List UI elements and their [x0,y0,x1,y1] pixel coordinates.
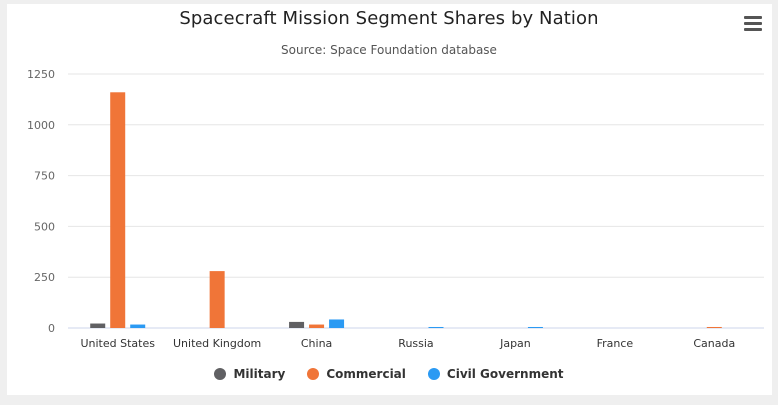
legend-marker [307,368,320,380]
bar-commercial [209,271,225,328]
bar-commercial [110,92,126,329]
chart-title: Spacecraft Mission Segment Shares by Nat… [179,8,599,29]
legend-marker [427,368,440,380]
y-tick-label: 750 [34,170,55,183]
legend-marker [214,368,227,380]
bar-military [289,321,305,328]
chart-legend: Military Commercial Civil Government [0,367,778,381]
bar-civil-government [329,319,345,328]
bar-military [90,323,106,328]
chart-frame [7,4,772,395]
legend-label: Military [233,367,286,381]
x-tick-label: Canada [693,337,735,350]
hamburger-menu-icon[interactable] [744,16,762,32]
legend-label: Civil Government [446,367,564,381]
x-tick-label: United Kingdom [173,337,261,350]
y-tick-label: 0 [48,322,55,335]
x-tick-label: France [597,337,634,350]
chart-subtitle: Source: Space Foundation database [281,43,497,57]
y-tick-label: 250 [34,271,55,284]
bar-commercial [309,324,325,328]
x-tick-label: United States [80,337,155,350]
legend-item-military[interactable]: Military [214,367,285,381]
bar-civil-government [428,326,444,328]
legend-item-commercial[interactable]: Commercial [307,367,406,381]
y-tick-label: 500 [34,220,55,233]
x-tick-label: China [301,337,332,350]
x-tick-label: Japan [499,337,531,350]
bar-civil-government [527,326,543,328]
bar-commercial [706,326,722,328]
y-tick-label: 1250 [27,68,55,81]
y-tick-label: 1000 [27,119,55,132]
legend-item-civil-government[interactable]: Civil Government [427,367,564,381]
bar-civil-government [130,324,146,328]
legend-label: Commercial [326,367,406,381]
x-tick-label: Russia [398,337,433,350]
